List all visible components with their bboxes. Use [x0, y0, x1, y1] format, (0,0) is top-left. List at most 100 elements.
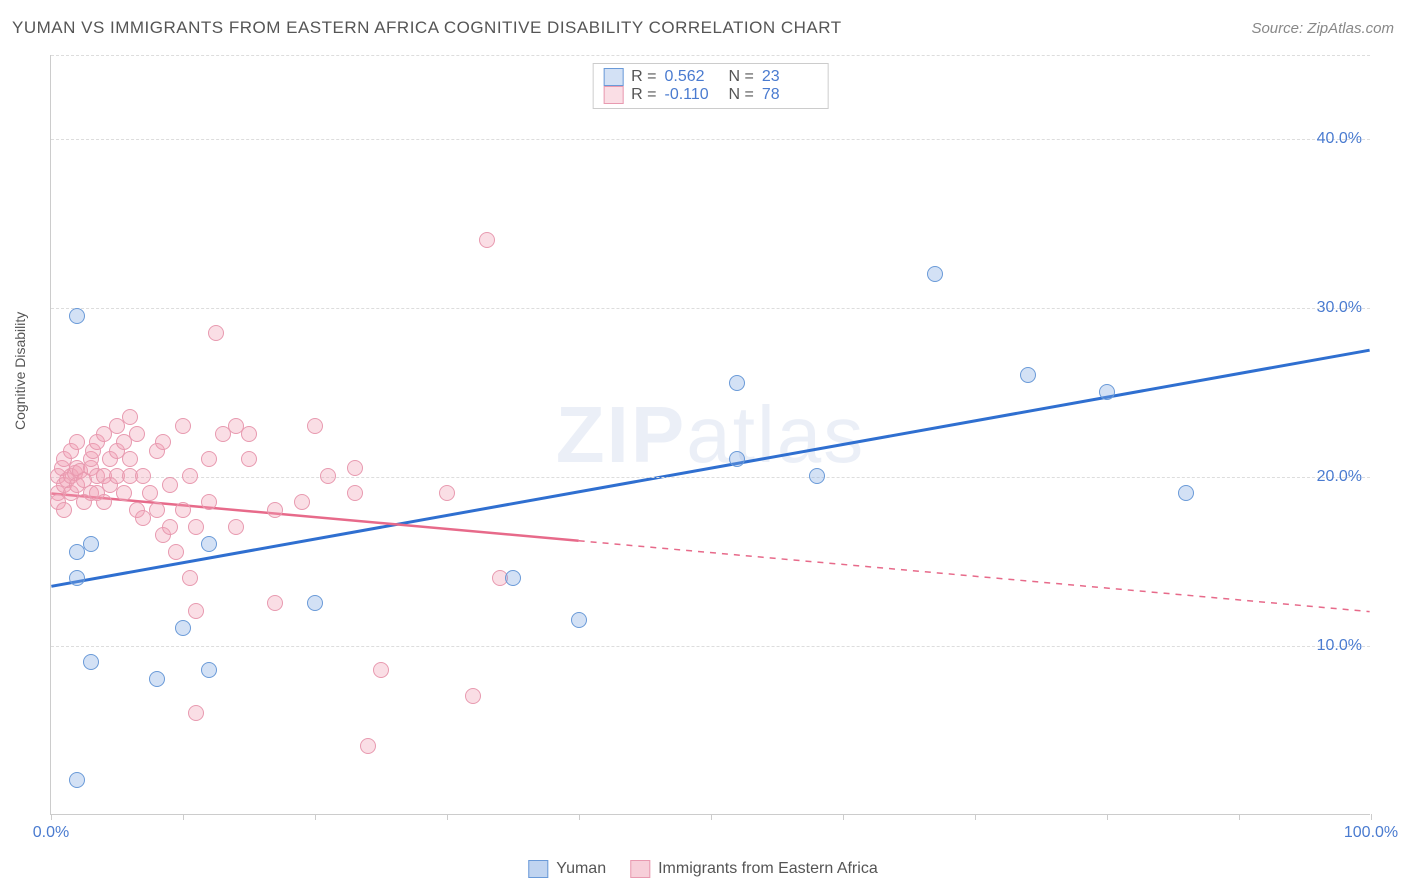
- data-point: [175, 502, 191, 518]
- gridline: [51, 139, 1370, 140]
- y-axis-label: Cognitive Disability: [12, 312, 28, 430]
- data-point: [267, 595, 283, 611]
- data-point: [122, 409, 138, 425]
- data-point: [307, 595, 323, 611]
- legend-swatch: [528, 860, 548, 878]
- data-point: [69, 570, 85, 586]
- data-point: [1099, 384, 1115, 400]
- watermark-text: ZIPatlas: [556, 389, 865, 481]
- data-point: [69, 772, 85, 788]
- data-point: [228, 519, 244, 535]
- data-point: [168, 544, 184, 560]
- x-tick: [579, 814, 580, 820]
- data-point: [188, 705, 204, 721]
- data-point: [208, 325, 224, 341]
- data-point: [347, 460, 363, 476]
- data-point: [155, 434, 171, 450]
- x-tick-label: 0.0%: [33, 824, 69, 842]
- gridline: [51, 477, 1370, 478]
- legend-r-label: R =: [631, 86, 656, 104]
- data-point: [1020, 367, 1036, 383]
- legend-r-value: -0.110: [665, 86, 721, 104]
- legend-r-label: R =: [631, 68, 656, 86]
- data-point: [149, 502, 165, 518]
- data-point: [56, 502, 72, 518]
- data-point: [201, 662, 217, 678]
- data-point: [69, 308, 85, 324]
- x-tick: [1239, 814, 1240, 820]
- data-point: [307, 418, 323, 434]
- x-tick: [183, 814, 184, 820]
- data-point: [729, 375, 745, 391]
- legend-stat-row: R = -0.110 N = 78: [603, 86, 818, 104]
- data-point: [175, 418, 191, 434]
- data-point: [927, 266, 943, 282]
- legend-label: Immigrants from Eastern Africa: [658, 860, 878, 878]
- source-label: Source: ZipAtlas.com: [1251, 20, 1394, 37]
- legend-item: Yuman: [528, 860, 606, 878]
- legend-n-value: 23: [762, 68, 818, 86]
- legend-n-value: 78: [762, 86, 818, 104]
- legend-item: Immigrants from Eastern Africa: [630, 860, 878, 878]
- data-point: [201, 494, 217, 510]
- x-tick-label: 100.0%: [1344, 824, 1398, 842]
- regression-line: [51, 350, 1369, 586]
- data-point: [241, 451, 257, 467]
- regression-line-extrap: [579, 541, 1370, 612]
- gridline: [51, 646, 1370, 647]
- x-tick: [315, 814, 316, 820]
- y-tick-label: 30.0%: [1317, 299, 1362, 317]
- data-point: [571, 612, 587, 628]
- series-legend: Yuman Immigrants from Eastern Africa: [528, 860, 877, 878]
- legend-swatch: [603, 68, 623, 86]
- data-point: [175, 620, 191, 636]
- data-point: [142, 485, 158, 501]
- data-point: [96, 494, 112, 510]
- data-point: [135, 468, 151, 484]
- data-point: [241, 426, 257, 442]
- y-tick-label: 20.0%: [1317, 468, 1362, 486]
- data-point: [201, 451, 217, 467]
- data-point: [729, 451, 745, 467]
- gridline: [51, 308, 1370, 309]
- data-point: [116, 485, 132, 501]
- legend-n-label: N =: [729, 86, 754, 104]
- legend-swatch: [603, 86, 623, 104]
- x-tick: [1107, 814, 1108, 820]
- data-point: [69, 434, 85, 450]
- x-tick: [711, 814, 712, 820]
- data-point: [122, 451, 138, 467]
- stats-legend: R = 0.562N = 23R = -0.110 N = 78: [592, 63, 829, 109]
- data-point: [182, 468, 198, 484]
- y-tick-label: 40.0%: [1317, 130, 1362, 148]
- data-point: [129, 426, 145, 442]
- data-point: [201, 536, 217, 552]
- legend-swatch: [630, 860, 650, 878]
- x-tick: [975, 814, 976, 820]
- data-point: [479, 232, 495, 248]
- x-tick: [843, 814, 844, 820]
- data-point: [149, 671, 165, 687]
- chart-title: YUMAN VS IMMIGRANTS FROM EASTERN AFRICA …: [12, 18, 842, 38]
- data-point: [188, 519, 204, 535]
- data-point: [69, 544, 85, 560]
- data-point: [505, 570, 521, 586]
- legend-label: Yuman: [556, 860, 606, 878]
- legend-n-label: N =: [729, 68, 754, 86]
- legend-stat-row: R = 0.562N = 23: [603, 68, 818, 86]
- data-point: [162, 519, 178, 535]
- regression-line: [51, 494, 578, 541]
- chart-plot-area: ZIPatlas R = 0.562N = 23R = -0.110 N = 78…: [50, 55, 1370, 815]
- data-point: [294, 494, 310, 510]
- x-tick: [1371, 814, 1372, 820]
- data-point: [809, 468, 825, 484]
- data-point: [465, 688, 481, 704]
- data-point: [267, 502, 283, 518]
- data-point: [188, 603, 204, 619]
- x-tick: [51, 814, 52, 820]
- x-tick: [447, 814, 448, 820]
- data-point: [360, 738, 376, 754]
- data-point: [83, 654, 99, 670]
- data-point: [1178, 485, 1194, 501]
- data-point: [439, 485, 455, 501]
